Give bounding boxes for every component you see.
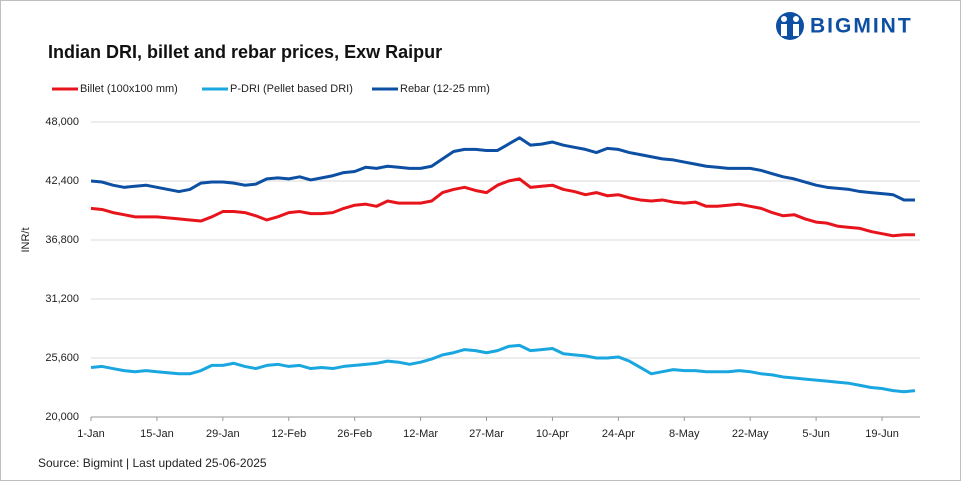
series-line (90, 177, 915, 238)
x-tick-label: 27-Mar (469, 428, 504, 440)
x-tick-label: 24-Apr (602, 428, 635, 440)
y-axis-label: INR/t (20, 227, 32, 252)
y-tick-label: 48,000 (45, 116, 79, 128)
x-tick-label: 5-Jun (802, 428, 830, 440)
x-tick-label: 26-Feb (337, 428, 372, 440)
logo-icon (776, 12, 804, 40)
x-tick-label: 15-Jan (140, 428, 174, 440)
chart-title: Indian DRI, billet and rebar prices, Exw… (48, 42, 442, 62)
x-tick-label: 1-Jan (77, 428, 105, 440)
x-tick-label: 12-Feb (271, 428, 306, 440)
x-tick-label: 12-Mar (403, 428, 438, 440)
x-tick-label: 10-Apr (536, 428, 569, 440)
y-tick-label: 31,200 (45, 293, 79, 305)
x-tick-label: 29-Jan (206, 428, 240, 440)
y-tick-label: 36,800 (45, 234, 79, 246)
x-tick-label: 22-May (732, 428, 769, 440)
y-tick-label: 20,000 (45, 411, 79, 423)
y-tick-label: 42,400 (45, 175, 79, 187)
logo-text: BIGMINT (810, 15, 913, 38)
x-tick-label: 19-Jun (865, 428, 899, 440)
legend-label: Billet (100x100 mm) (80, 83, 178, 95)
series-line (90, 136, 915, 202)
legend-label: Rebar (12-25 mm) (400, 83, 490, 95)
series-line (90, 343, 916, 394)
source: Source: Bigmint | Last updated 25-06-202… (38, 456, 267, 470)
y-tick-label: 25,600 (45, 352, 79, 364)
x-tick-label: 8-May (669, 428, 700, 440)
legend-label: P-DRI (Pellet based DRI) (230, 83, 353, 95)
